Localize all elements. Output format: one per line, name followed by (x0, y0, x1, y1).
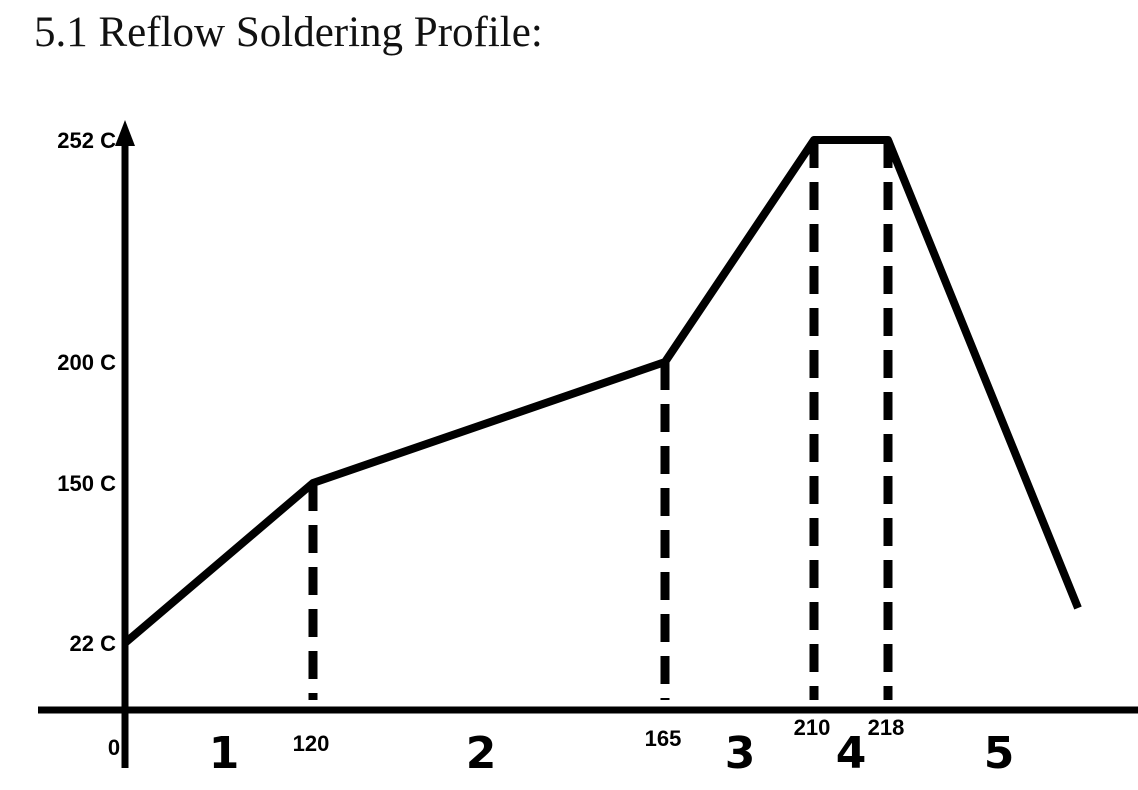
zone-labels: 1 2 3 4 5 (209, 728, 1015, 779)
y-tick-label: 150 C (57, 471, 116, 496)
y-tick-label: 252 C (57, 128, 116, 153)
zone-label-4: 4 (836, 728, 867, 779)
x-tick-label: 120 (293, 731, 330, 756)
y-axis-arrowhead (115, 120, 135, 146)
x-tick-label: 0 (108, 735, 120, 760)
zone-label-2: 2 (466, 728, 497, 779)
profile-line-group (122, 136, 1082, 647)
zone-label-1: 1 (209, 728, 240, 779)
x-tick-labels: 0 120 165 210 218 (108, 715, 904, 760)
page-title: 5.1 Reflow Soldering Profile: (34, 9, 543, 56)
dashed-markers (308, 140, 893, 700)
zone-label-3: 3 (725, 728, 756, 779)
x-tick-label: 218 (868, 715, 905, 740)
axes (38, 120, 1138, 768)
profile-line (122, 136, 1082, 647)
y-tick-label: 200 C (57, 350, 116, 375)
y-tick-label: 22 C (70, 631, 117, 656)
y-tick-labels: 252 C 200 C 150 C 22 C (57, 128, 116, 656)
x-tick-label: 210 (794, 715, 831, 740)
x-tick-label: 165 (645, 726, 682, 751)
zone-label-5: 5 (984, 728, 1015, 779)
